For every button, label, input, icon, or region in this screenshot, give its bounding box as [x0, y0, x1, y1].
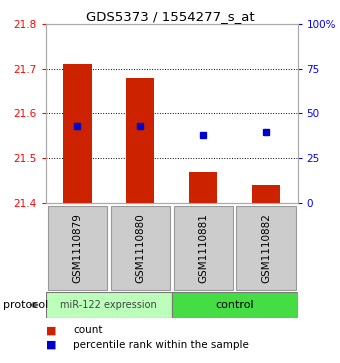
Bar	[111, 206, 170, 290]
Bar	[172, 292, 298, 318]
Text: count: count	[73, 325, 103, 335]
Bar	[252, 185, 280, 203]
Text: ■: ■	[46, 325, 56, 335]
Text: GDS5373 / 1554277_s_at: GDS5373 / 1554277_s_at	[86, 10, 254, 23]
Bar	[126, 78, 154, 203]
Text: GSM1110880: GSM1110880	[135, 213, 145, 283]
Bar	[46, 292, 172, 318]
Text: percentile rank within the sample: percentile rank within the sample	[73, 340, 249, 350]
Bar	[237, 206, 295, 290]
Bar	[63, 64, 91, 203]
Text: miR-122 expression: miR-122 expression	[61, 300, 157, 310]
Bar	[48, 206, 107, 290]
Text: protocol: protocol	[3, 300, 49, 310]
Text: GSM1110882: GSM1110882	[261, 213, 271, 283]
Bar	[174, 206, 233, 290]
Text: control: control	[215, 300, 254, 310]
Text: GSM1110881: GSM1110881	[198, 213, 208, 283]
Text: ■: ■	[46, 340, 56, 350]
Bar	[189, 172, 217, 203]
Text: GSM1110879: GSM1110879	[72, 213, 82, 283]
